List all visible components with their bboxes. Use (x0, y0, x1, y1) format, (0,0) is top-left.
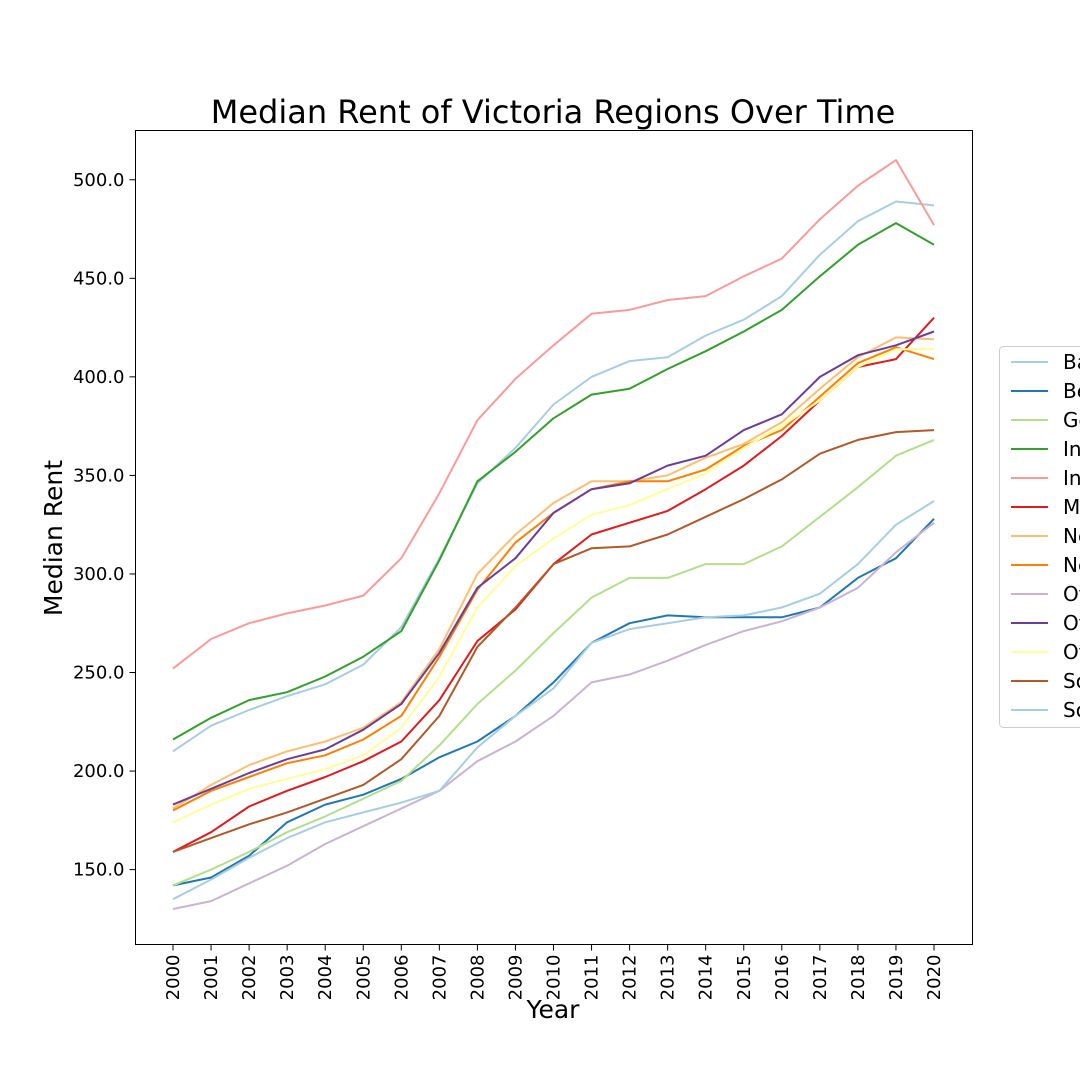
x-tick-label: 2016 (772, 955, 793, 1001)
legend-label: Ne (1063, 553, 1080, 577)
series-line-2 (172, 438, 935, 887)
x-tick-label: 2008 (467, 955, 488, 1001)
series-line-9 (172, 330, 935, 806)
legend-label: So (1063, 669, 1080, 693)
x-tick-label: 2014 (696, 955, 717, 1001)
y-tick-label: 150.0 (73, 860, 125, 881)
x-tick-label: 2001 (201, 955, 222, 1001)
legend-label: Ba (1063, 350, 1080, 374)
series-line-6 (172, 336, 935, 810)
legend-label: M (1063, 495, 1080, 519)
x-tick-label: 2020 (924, 955, 945, 1001)
chart-title: Median Rent of Victoria Regions Over Tim… (211, 93, 896, 131)
x-tick-label: 2015 (734, 955, 755, 1001)
y-tick-label: 350.0 (73, 465, 125, 486)
legend-label: Ot (1063, 640, 1080, 664)
x-tick-label: 2013 (658, 955, 679, 1001)
x-tick-label: 2018 (848, 955, 869, 1001)
legend-label: Ot (1063, 611, 1080, 635)
y-axis: 150.0 200.0 250.0 300.0 350.0 400.0 450.0 500.0 (73, 170, 136, 881)
y-tick-label: 400.0 (73, 367, 125, 388)
x-tick-label: 2002 (239, 955, 260, 1001)
series-line-0 (172, 200, 935, 753)
x-tick-label: 2017 (810, 955, 831, 1001)
legend: Ba Be Ge In In M Ne Ne Ot Ot Ot So So (999, 346, 1080, 728)
series-line-3 (172, 222, 935, 741)
series-line-7 (172, 346, 935, 812)
legend-label: Ge (1063, 408, 1080, 432)
y-tick-label: 300.0 (73, 564, 125, 585)
series-layer (172, 159, 935, 910)
x-axis-label: Year (526, 995, 581, 1024)
series-line-4 (172, 159, 935, 670)
series-line-10 (172, 348, 934, 824)
x-tick-label: 2009 (506, 955, 527, 1001)
x-tick-label: 2019 (886, 955, 907, 1001)
x-tick-label: 2004 (315, 955, 336, 1001)
x-tick-label: 2005 (353, 955, 374, 1001)
legend-label: Be (1063, 379, 1080, 403)
legend-label: So (1063, 698, 1080, 722)
series-line-8 (172, 521, 935, 910)
x-axis: 2000 2001 2002 2003 2004 2005 2006 2007 2008 2009… (163, 944, 945, 1001)
legend-label: In (1063, 466, 1080, 490)
y-tick-label: 500.0 (73, 170, 125, 191)
y-axis-label: Median Rent (39, 460, 68, 616)
series-line-12 (172, 500, 935, 901)
x-tick-label: 2012 (620, 955, 641, 1001)
x-tick-label: 2000 (163, 955, 184, 1001)
x-tick-label: 2003 (277, 955, 298, 1001)
series-line-1 (172, 518, 935, 887)
x-tick-label: 2010 (544, 955, 565, 1001)
x-tick-label: 2006 (391, 955, 412, 1001)
y-tick-label: 450.0 (73, 268, 125, 289)
series-line-11 (172, 429, 935, 853)
legend-label: In (1063, 437, 1080, 461)
x-tick-label: 2011 (582, 955, 603, 1001)
y-tick-label: 250.0 (73, 663, 125, 684)
legend-label: Ne (1063, 524, 1080, 548)
legend-label: Ot (1063, 582, 1080, 606)
y-tick-label: 200.0 (73, 761, 125, 782)
x-tick-label: 2007 (429, 955, 450, 1001)
